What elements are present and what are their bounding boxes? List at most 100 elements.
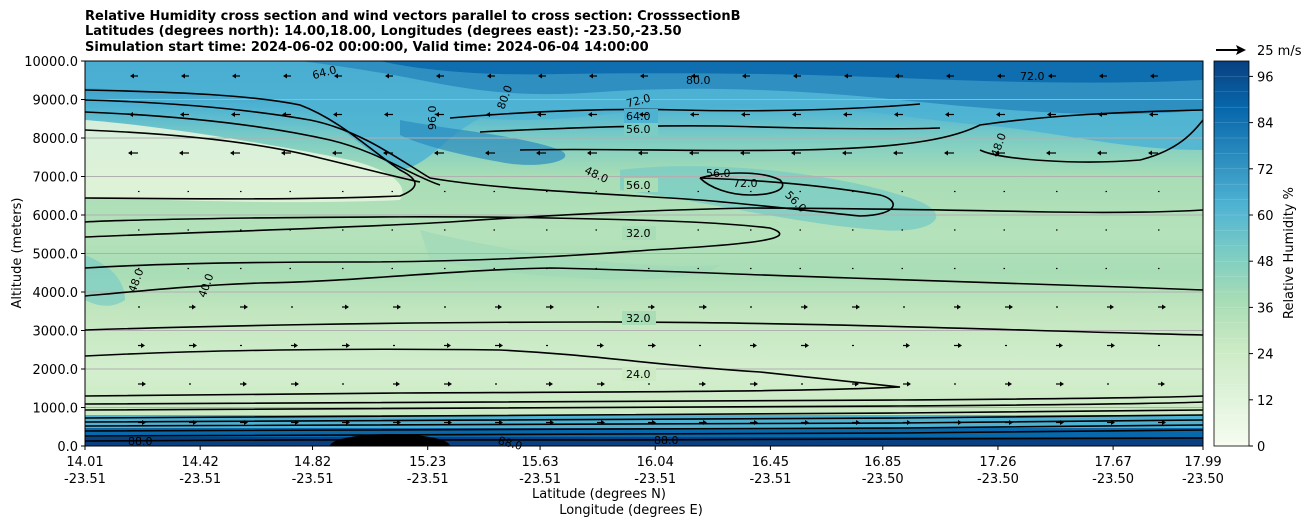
- contour-line: [85, 424, 1203, 432]
- wind-vector-head: [754, 381, 758, 387]
- contour-label-64: 64.0: [626, 110, 651, 123]
- contour-label-32b: 32.0: [626, 227, 651, 240]
- wind-vector-head: [703, 304, 707, 310]
- quiver-key-arrowhead: [1236, 45, 1246, 55]
- wind-vector-head: [1098, 112, 1102, 117]
- wind-vector-head: [996, 112, 1000, 117]
- wind-vector-head: [142, 420, 146, 425]
- wind-vector-head: [498, 304, 502, 310]
- x-tick-label-lon: -23.50: [977, 472, 1019, 487]
- x-tick-label-lon: -23.51: [64, 472, 106, 487]
- wind-vector-head: [1162, 304, 1166, 310]
- wind-vector-head: [448, 420, 452, 425]
- x-tick-label-lat: 14.01: [66, 455, 103, 470]
- wind-vector-head: [1060, 420, 1064, 425]
- rh-contours: [85, 89, 1203, 442]
- x-tick-label-lat: 17.26: [979, 455, 1016, 470]
- wind-vector-head: [753, 343, 757, 348]
- x-axis-label-lat: Latitude (degrees N): [532, 487, 666, 502]
- wind-vector-head: [844, 73, 848, 79]
- y-axis: 0.0 1000.0 2000.0 3000.0 4000.0 5000.0 6000.0 7…: [24, 55, 85, 455]
- wind-vector-head: [691, 73, 695, 79]
- quiver-key-label: 25 m/s: [1257, 44, 1302, 59]
- y-axis-label: Altitude (meters): [10, 198, 25, 309]
- wind-vector-head: [243, 381, 247, 387]
- contour-line: [85, 129, 421, 183]
- colorbar-tick-label: 12: [1257, 394, 1274, 409]
- wind-vector-head: [855, 381, 859, 387]
- wind-vector-head: [538, 73, 542, 79]
- quiver-key: 25 m/s: [1216, 44, 1302, 59]
- wind-vector-head: [397, 304, 401, 310]
- wind-vector-head: [436, 73, 440, 79]
- wind-vector-head: [281, 150, 285, 156]
- x-tick-label-lon: -23.51: [179, 472, 221, 487]
- x-tick-label-lat: 17.67: [1095, 455, 1132, 470]
- x-tick-label-lon: -23.51: [292, 472, 334, 487]
- contour-line: [979, 119, 1203, 163]
- colorbar-frame: [1213, 60, 1250, 447]
- y-tick-label: 6000.0: [33, 209, 79, 224]
- wind-vector-head: [384, 112, 388, 117]
- wind-vector-head: [1150, 73, 1154, 79]
- wind-vector-head: [895, 73, 899, 79]
- y-tick-label: 7000.0: [33, 171, 79, 186]
- wind-vector-head: [805, 420, 809, 425]
- contour-line: [85, 207, 1203, 238]
- wind-vector-head: [946, 73, 950, 79]
- wind-vector-head: [397, 420, 401, 425]
- wind-vector-head: [958, 420, 962, 425]
- wind-vector-head: [1162, 420, 1166, 425]
- wind-vector-head: [435, 112, 439, 117]
- wind-vector-head: [179, 150, 183, 156]
- y-tick-label: 4000.0: [33, 286, 79, 301]
- x-tick-label-lat: 15.23: [409, 455, 446, 470]
- wind-vector-head: [944, 150, 948, 156]
- colorbar-tick-label: 60: [1257, 209, 1274, 224]
- wind-vector-head: [1059, 343, 1063, 348]
- contour-line: [85, 111, 441, 186]
- wind-vector-head: [1060, 381, 1064, 387]
- wind-vector-head: [345, 304, 349, 310]
- contour-label-32a: 32.0: [626, 312, 651, 325]
- x-axis-label-lon: Longitude (degrees E): [559, 503, 703, 518]
- wind-vector-head: [232, 73, 236, 79]
- wind-vector-head: [180, 112, 184, 117]
- contour-line: [699, 172, 784, 196]
- colorbar-tick-label: 48: [1257, 255, 1274, 270]
- x-tick-label-lon: -23.50: [1092, 472, 1134, 487]
- colorbar-bands: [1214, 76, 1249, 447]
- wind-vector-head: [230, 150, 234, 156]
- contour-label-88c: 88.0: [128, 435, 153, 448]
- wind-vector-head: [1046, 150, 1050, 156]
- x-tick-label-lon: -23.51: [407, 472, 449, 487]
- y-tick-label: 5000.0: [33, 248, 79, 263]
- wind-vector-head: [192, 304, 196, 310]
- contour-line: [85, 216, 781, 269]
- wind-vector-head: [334, 73, 338, 79]
- wind-vector-head: [740, 150, 744, 156]
- wind-vector-head: [1097, 150, 1101, 156]
- wind-vector-head: [499, 420, 503, 425]
- colorbar-ticks: 0 12 24 36 48 60 72 84 96: [1249, 70, 1274, 455]
- x-axis: 14.01 -23.51 14.42 -23.51 14.82 -23.51 15.23 -2…: [64, 446, 1224, 487]
- wind-vector-head: [651, 304, 655, 310]
- wind-vector-head: [142, 381, 146, 387]
- contour-line: [479, 125, 941, 133]
- wind-vector-head: [486, 112, 490, 117]
- wind-vector-head: [589, 73, 593, 79]
- wind-vector-head: [231, 112, 235, 117]
- wind-vector-head: [295, 381, 299, 387]
- contour-label-88b: 88.0: [654, 434, 679, 447]
- wind-vector-head: [754, 420, 758, 425]
- wind-vector-head: [856, 420, 860, 425]
- x-tick-label-lon: -23.51: [749, 472, 791, 487]
- wind-vector-head: [487, 73, 491, 79]
- colorbar-tick-label: 0: [1257, 440, 1265, 455]
- wind-vector-head: [689, 150, 693, 156]
- wind-vector-head: [1009, 304, 1013, 310]
- contour-line: [85, 348, 901, 397]
- colorbar-tick-label: 36: [1257, 301, 1274, 316]
- x-tick-label-lat: 14.42: [182, 455, 219, 470]
